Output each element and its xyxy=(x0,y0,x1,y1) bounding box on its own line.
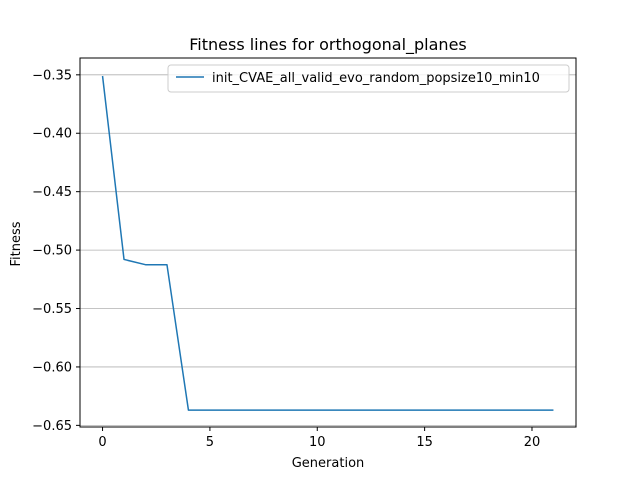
ticks-layer: −0.35 −0.40 −0.45 −0.50 −0.55 −0.60 −0.65 0 5 10 1… xyxy=(32,68,540,450)
y-tick-label: −0.65 xyxy=(32,419,72,434)
chart-title: Fitness lines for orthogonal_planes xyxy=(189,35,467,55)
x-tick-label: 15 xyxy=(416,435,433,450)
y-axis-label: Fitness xyxy=(9,221,24,266)
x-axis-label: Generation xyxy=(292,456,365,471)
legend-series-label: init_CVAE_all_valid_evo_random_popsize10… xyxy=(212,71,540,86)
x-tick-label: 0 xyxy=(98,435,106,450)
x-tick-label: 10 xyxy=(309,435,326,450)
legend: init_CVAE_all_valid_evo_random_popsize10… xyxy=(167,64,570,93)
y-tick-label: −0.45 xyxy=(32,185,72,200)
y-tick-label: −0.50 xyxy=(32,244,72,259)
grid-layer xyxy=(80,74,576,426)
x-tick-label: 20 xyxy=(524,435,541,450)
y-tick-label: −0.55 xyxy=(32,302,72,317)
y-tick-label: −0.35 xyxy=(32,68,72,83)
x-tick-label: 5 xyxy=(206,435,214,450)
series-line xyxy=(101,75,554,411)
plot-frame xyxy=(79,57,577,428)
series-layer xyxy=(101,75,554,411)
legend-box xyxy=(167,64,570,93)
y-tick-label: −0.40 xyxy=(32,127,72,142)
y-tick-label: −0.60 xyxy=(32,360,72,375)
